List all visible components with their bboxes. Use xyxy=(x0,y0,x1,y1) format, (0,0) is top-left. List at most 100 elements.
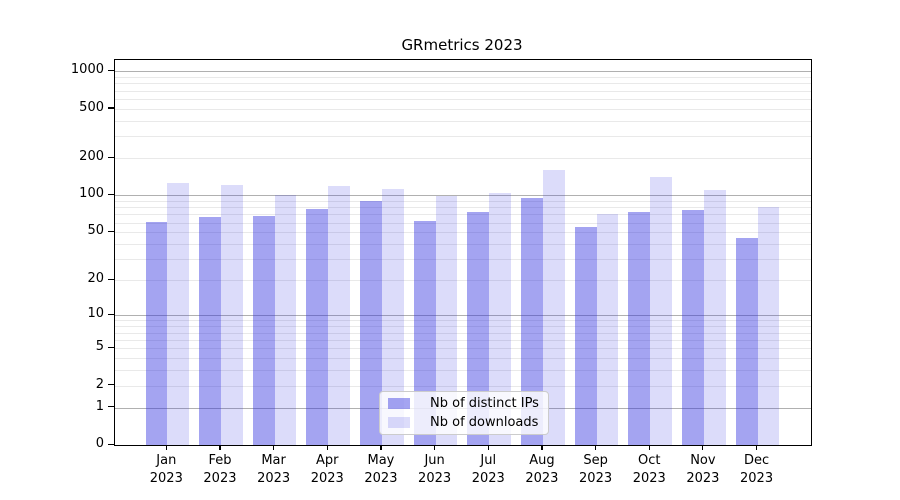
y-tick-mark xyxy=(108,107,114,109)
minor-gridline xyxy=(115,120,811,122)
minor-gridline xyxy=(115,77,811,79)
y-tick-label: 2 xyxy=(95,376,104,392)
y-tick-mark xyxy=(108,346,114,348)
major-gridline xyxy=(115,71,811,73)
bar-nov-distinct-ips xyxy=(682,210,704,445)
legend-entry-downloads: Nb of downloads xyxy=(386,415,542,430)
bar-mar-distinct-ips xyxy=(252,216,275,445)
y-tick-mark xyxy=(108,156,114,158)
bar-feb-downloads xyxy=(220,185,243,445)
x-tick-mark xyxy=(380,445,382,450)
minor-gridline xyxy=(115,370,811,372)
bar-jun-downloads xyxy=(435,195,458,445)
y-tick-label: 500 xyxy=(79,99,104,115)
minor-gridline xyxy=(115,207,811,209)
y-tick-label: 100 xyxy=(79,186,104,202)
x-tick-label: Apr 2023 xyxy=(310,453,344,486)
x-tick-mark xyxy=(702,445,704,450)
x-tick-mark xyxy=(594,445,597,450)
minor-gridline xyxy=(115,201,811,203)
y-tick-label: 200 xyxy=(79,149,104,165)
minor-gridline xyxy=(115,280,811,282)
y-tick-mark xyxy=(108,384,114,386)
bar-oct-distinct-ips xyxy=(628,212,651,445)
bar-oct-downloads xyxy=(650,177,673,445)
y-tick-mark xyxy=(108,230,114,233)
x-tick-label: Oct 2023 xyxy=(632,453,666,486)
bar-apr-distinct-ips xyxy=(306,208,329,445)
bar-jan-distinct-ips xyxy=(145,221,168,445)
minor-gridline xyxy=(115,385,811,387)
y-tick-mark xyxy=(108,278,114,281)
x-tick-label: Nov 2023 xyxy=(686,453,720,486)
x-tick-mark xyxy=(434,445,436,450)
y-tick-label: 50 xyxy=(87,223,104,239)
bar-jul-downloads xyxy=(489,192,512,445)
minor-gridline xyxy=(115,214,811,216)
minor-gridline xyxy=(115,357,811,359)
minor-gridline xyxy=(115,222,811,224)
bar-aug-downloads xyxy=(542,169,565,445)
y-tick-label: 10 xyxy=(87,306,104,322)
x-tick-label: Jul 2023 xyxy=(471,453,505,486)
bar-jul-distinct-ips xyxy=(467,211,490,445)
x-tick-label: May 2023 xyxy=(364,453,398,486)
minor-gridline xyxy=(115,90,811,92)
x-tick-mark xyxy=(487,445,489,450)
y-tick-label: 20 xyxy=(87,271,104,287)
y-tick-mark xyxy=(108,406,114,408)
legend-swatch-distinct-ips xyxy=(388,398,410,409)
minor-gridline xyxy=(115,83,811,85)
bar-nov-downloads xyxy=(703,189,726,445)
y-tick-label: 1000 xyxy=(70,62,104,78)
legend-label: Nb of downloads xyxy=(430,415,539,430)
bar-may-downloads xyxy=(381,188,404,445)
bar-apr-downloads xyxy=(328,185,351,445)
x-tick-label: Aug 2023 xyxy=(525,453,559,486)
legend-entry-distinct-ips: Nb of distinct IPs xyxy=(386,396,542,411)
bar-sep-distinct-ips xyxy=(574,227,597,445)
bar-sep-downloads xyxy=(596,214,619,445)
minor-gridline xyxy=(115,98,811,100)
minor-gridline xyxy=(115,136,811,138)
y-tick-mark xyxy=(108,69,114,72)
x-tick-label: Sep 2023 xyxy=(579,453,613,486)
y-tick-label: 1 xyxy=(95,398,104,414)
x-tick-mark xyxy=(165,445,167,450)
x-tick-label: Feb 2023 xyxy=(203,453,237,486)
minor-gridline xyxy=(115,244,811,246)
minor-gridline xyxy=(115,326,811,328)
legend-label: Nb of distinct IPs xyxy=(430,396,539,411)
x-tick-mark xyxy=(755,445,758,450)
bar-mar-downloads xyxy=(274,194,297,445)
minor-gridline xyxy=(115,108,811,110)
bar-feb-distinct-ips xyxy=(199,216,221,445)
minor-gridline xyxy=(115,259,811,261)
y-tick-mark xyxy=(108,443,114,445)
x-tick-mark xyxy=(273,445,275,450)
minor-gridline xyxy=(115,332,811,334)
y-tick-mark xyxy=(108,313,114,316)
minor-gridline xyxy=(115,339,811,341)
chart-title: GRmetrics 2023 xyxy=(401,36,523,54)
minor-gridline xyxy=(115,320,811,322)
major-gridline xyxy=(115,195,811,197)
legend: Nb of distinct IPs Nb of downloads xyxy=(379,391,549,435)
y-tick-mark xyxy=(108,193,114,196)
x-tick-mark xyxy=(326,445,328,450)
x-tick-label: Jun 2023 xyxy=(418,453,452,486)
y-tick-label: 0 xyxy=(95,436,104,451)
x-tick-label: Mar 2023 xyxy=(257,453,291,486)
major-gridline xyxy=(115,315,811,317)
bar-jan-downloads xyxy=(167,183,190,445)
x-tick-mark xyxy=(648,445,650,450)
x-tick-mark xyxy=(541,445,543,450)
bar-aug-distinct-ips xyxy=(521,198,543,445)
bar-jun-distinct-ips xyxy=(413,220,436,445)
legend-swatch-downloads xyxy=(388,417,410,428)
x-tick-label: Dec 2023 xyxy=(740,453,774,486)
minor-gridline xyxy=(115,232,811,234)
y-tick-label: 5 xyxy=(95,339,104,355)
bar-dec-distinct-ips xyxy=(735,237,758,445)
